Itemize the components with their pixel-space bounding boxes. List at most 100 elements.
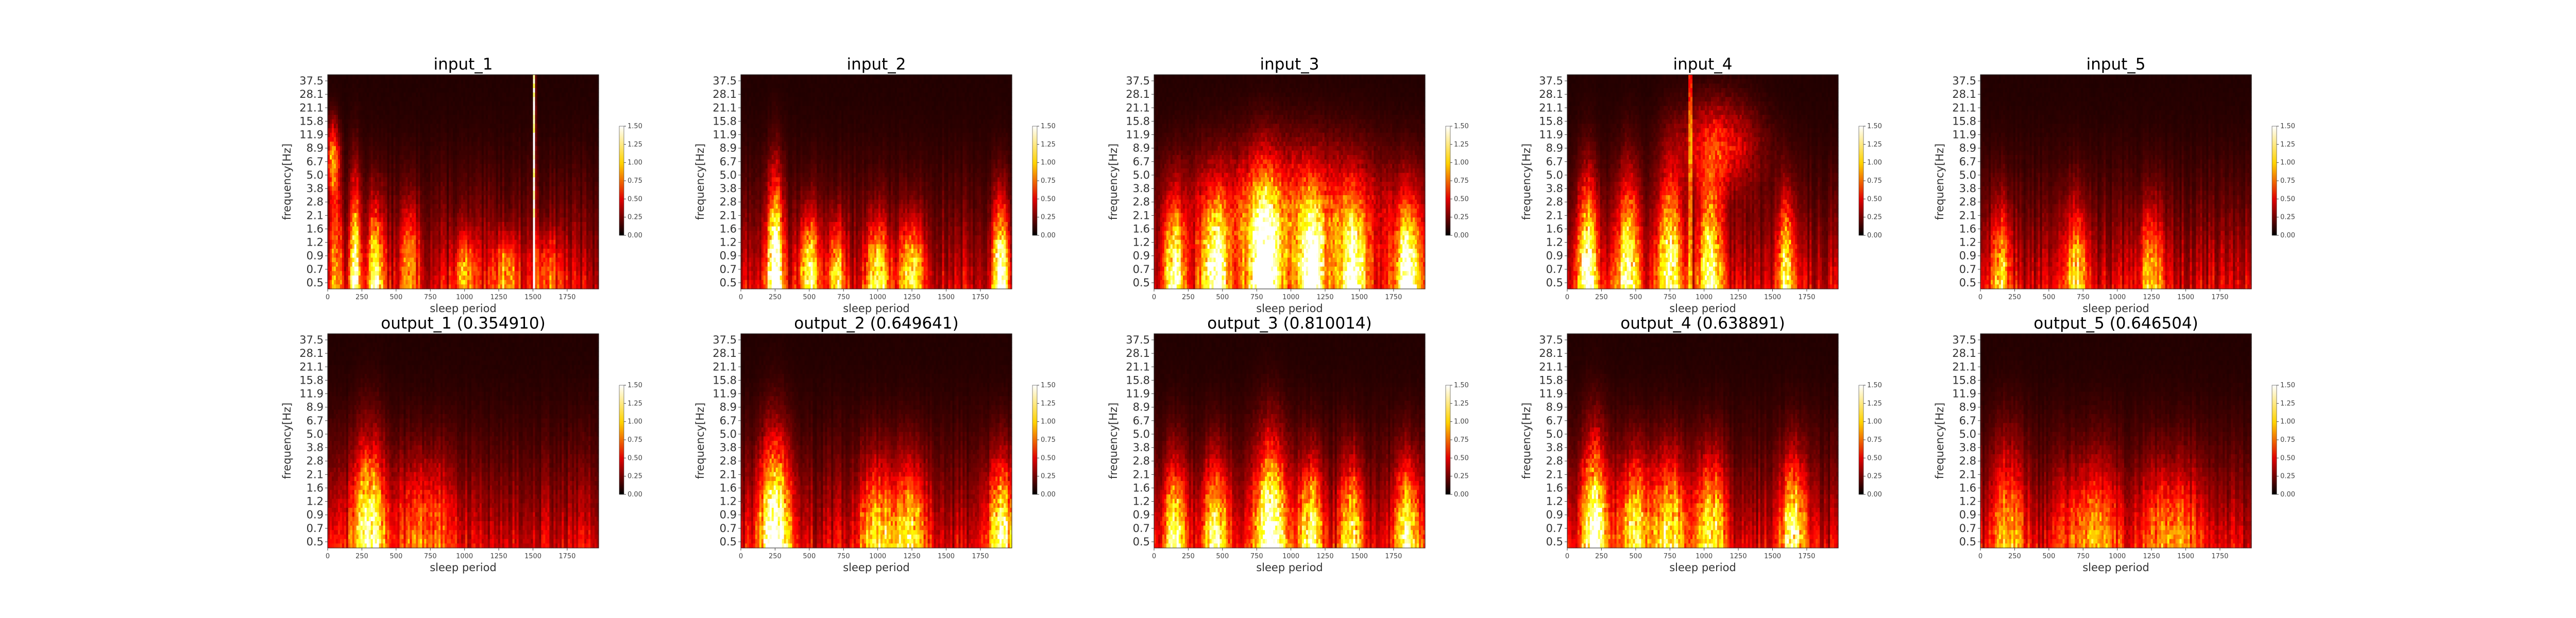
heatmap-cell	[416, 75, 418, 79]
heatmap-cell	[453, 93, 455, 97]
heatmap-cell	[451, 93, 453, 97]
heatmap-cell	[517, 79, 519, 84]
heatmap-cell	[509, 79, 511, 84]
heatmap-cell	[533, 88, 535, 93]
heatmap-cell	[354, 88, 357, 93]
heatmap-cell	[373, 83, 376, 88]
heatmap-cell	[410, 75, 412, 79]
heatmap-cell	[420, 88, 422, 93]
heatmap-cell	[568, 93, 570, 97]
heatmap-cell	[539, 79, 541, 84]
heatmap-cell	[551, 75, 554, 79]
heatmap-cell	[389, 79, 392, 84]
heatmap-cell	[467, 75, 470, 79]
heatmap-cell	[373, 75, 376, 79]
heatmap-cell	[385, 93, 388, 97]
heatmap-cell	[428, 75, 431, 79]
heatmap-cell	[344, 79, 347, 84]
heatmap-cell	[511, 83, 513, 88]
heatmap-cell	[564, 75, 566, 79]
heatmap-cell	[332, 79, 334, 84]
heatmap-cell	[418, 83, 420, 88]
heatmap-cell	[511, 75, 513, 79]
heatmap-cell	[422, 88, 425, 93]
heatmap-cell	[465, 88, 468, 93]
heatmap-cell	[432, 83, 435, 88]
heatmap-cell	[430, 88, 433, 93]
heatmap-cell	[443, 88, 445, 93]
heatmap-cell	[486, 83, 488, 88]
heatmap-cell	[422, 83, 425, 88]
heatmap-cell	[578, 93, 581, 97]
heatmap-cell	[560, 75, 562, 79]
heatmap-cell	[521, 83, 523, 88]
heatmap-cell	[595, 75, 597, 79]
heatmap-cell	[564, 79, 566, 84]
heatmap-cell	[412, 93, 414, 97]
heatmap-cell	[338, 83, 341, 88]
heatmap-cell	[401, 97, 404, 101]
heatmap-cell	[387, 75, 390, 79]
heatmap-cell	[330, 79, 332, 84]
heatmap-cell	[588, 75, 591, 79]
heatmap-cell	[519, 79, 521, 84]
heatmap-cell	[424, 83, 427, 88]
heatmap-cell	[535, 79, 537, 84]
heatmap-cell	[387, 88, 390, 93]
heatmap-cell	[592, 88, 595, 93]
heatmap-cell	[403, 88, 406, 93]
heatmap-cell	[529, 93, 532, 97]
heatmap-cell	[381, 97, 384, 101]
heatmap-cell	[453, 83, 455, 88]
heatmap-cell	[527, 93, 530, 97]
heatmap-cell	[498, 83, 501, 88]
heatmap-cell	[401, 79, 404, 84]
heatmap-cell	[537, 88, 539, 93]
heatmap-cell	[498, 75, 501, 79]
heatmap-cell	[432, 93, 435, 97]
heatmap-cell	[340, 93, 343, 97]
heatmap-cell	[436, 93, 439, 97]
heatmap-cell	[523, 88, 526, 93]
heatmap-cell	[467, 83, 470, 88]
heatmap-cell	[553, 79, 556, 84]
heatmap-cell	[486, 93, 488, 97]
heatmap-cell	[389, 75, 392, 79]
heatmap-cell	[361, 97, 363, 101]
heatmap-cell	[338, 93, 341, 97]
heatmap-cell	[379, 93, 382, 97]
heatmap-cell	[449, 75, 451, 79]
heatmap-cell	[490, 88, 493, 93]
heatmap-cell	[572, 93, 574, 97]
heatmap-cell	[389, 83, 392, 88]
heatmap-cell	[445, 75, 447, 79]
heatmap-cell	[412, 83, 414, 88]
heatmap-cell	[363, 83, 365, 88]
heatmap-cell	[496, 83, 499, 88]
heatmap-cell	[533, 75, 535, 79]
heatmap-cell	[555, 83, 558, 88]
heatmap-cell	[517, 93, 519, 97]
heatmap-cell	[328, 79, 330, 84]
heatmap-cell	[570, 75, 572, 79]
heatmap-cell	[531, 93, 534, 97]
heatmap-cell	[394, 79, 396, 84]
heatmap-cell	[463, 79, 466, 84]
heatmap-cell	[449, 79, 451, 84]
heatmap-cell	[389, 93, 392, 97]
heatmap-cell	[401, 75, 404, 79]
heatmap-cell	[369, 88, 371, 93]
heatmap-cell	[426, 75, 429, 79]
heatmap-cell	[586, 93, 589, 97]
heatmap-cell	[436, 75, 439, 79]
heatmap-cell	[576, 83, 579, 88]
heatmap-cell	[354, 97, 357, 101]
heatmap-cell	[576, 88, 579, 93]
heatmap-cell	[498, 88, 501, 93]
heatmap-cell	[555, 75, 558, 79]
heatmap-cell	[332, 97, 334, 101]
heatmap-cell	[463, 83, 466, 88]
heatmap-cell	[576, 79, 579, 84]
heatmap-cell	[531, 88, 534, 93]
heatmap-cell	[447, 75, 449, 79]
